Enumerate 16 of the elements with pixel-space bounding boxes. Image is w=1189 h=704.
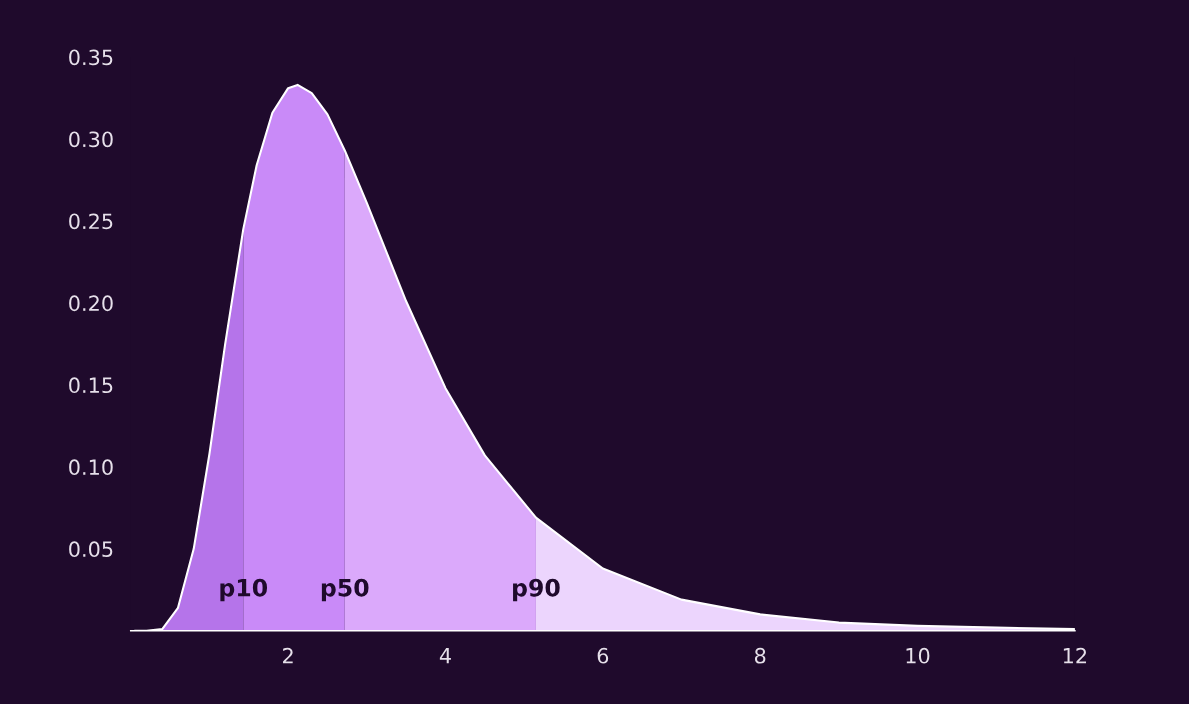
x-tick-label: 10 — [906, 647, 930, 664]
y-tick-label: 0.35 — [69, 49, 113, 66]
y-tick-label: 0.10 — [69, 459, 113, 476]
annotation: p90 — [513, 578, 560, 602]
annotation: p10 — [220, 578, 268, 602]
y-tick-label: 0.05 — [69, 541, 113, 558]
y-tick-label: 0.15 — [69, 377, 113, 394]
x-tick-label: 4 — [439, 648, 451, 664]
y-tick-label: 0.25 — [69, 213, 113, 230]
y-tick-label: 0.30 — [69, 131, 113, 148]
x-tick-label: 12 — [1063, 647, 1087, 664]
annotation: p50 — [321, 578, 369, 602]
y-tick-label: 0.20 — [69, 295, 113, 312]
x-tick-label: 2 — [283, 647, 293, 664]
x-tick-label: 8 — [754, 647, 766, 664]
x-tick-label: 6 — [597, 647, 609, 664]
